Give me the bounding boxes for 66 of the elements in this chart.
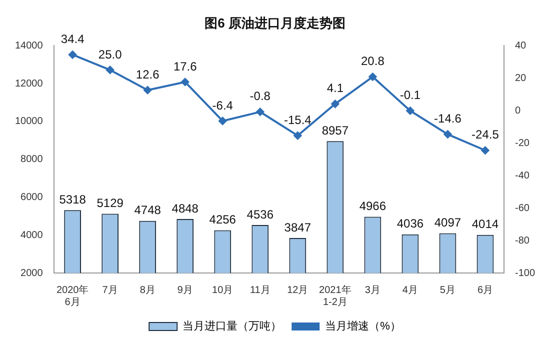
data-label: 34.4 — [60, 32, 85, 46]
y2-tick-label: -80 — [514, 235, 530, 246]
data-label: 8957 — [322, 123, 349, 138]
x-tick-label: 7月 — [102, 284, 118, 296]
legend-label: 当月增速（%） — [325, 320, 401, 333]
x-tick-label: 8月 — [140, 284, 156, 296]
y2-tick-label: -40 — [514, 170, 530, 182]
data-label: 4036 — [396, 216, 424, 231]
point — [368, 72, 377, 81]
point — [68, 50, 77, 59]
point — [406, 106, 414, 115]
point — [294, 132, 302, 140]
data-label: 4014 — [472, 217, 499, 232]
point — [331, 100, 340, 108]
y-tick-label: 14000 — [14, 40, 44, 52]
point — [144, 86, 152, 94]
y2-tick-label: -60 — [514, 202, 530, 214]
x-tick-label: 11月 — [250, 284, 270, 296]
y2-tick-label: 20 — [514, 72, 527, 84]
data-label: 4748 — [134, 203, 162, 218]
y-tick-label: 10000 — [14, 116, 44, 128]
data-label: 5129 — [96, 196, 124, 210]
chart-title: 图6 原油进口月度走势图 — [204, 15, 346, 30]
data-label: -0.1 — [400, 88, 421, 102]
point — [181, 78, 190, 86]
y2-tick-label: -100 — [514, 268, 536, 279]
x-tick-label: 12月 — [287, 284, 308, 296]
data-label: -24.5 — [472, 128, 500, 142]
y2-tick-label: 40 — [514, 40, 527, 52]
y2-tick-label: -20 — [514, 138, 530, 149]
y-tick-label: 8000 — [20, 154, 44, 166]
x-tick-label: 3月 — [364, 284, 380, 296]
y2-tick-label: 0 — [514, 105, 521, 116]
y-tick-label: 12000 — [14, 78, 44, 90]
legend-label: 当月进口量（万吨） — [182, 320, 282, 333]
y-tick-label: 2000 — [20, 268, 44, 279]
data-label: -0.8 — [250, 89, 271, 104]
data-label: 17.6 — [173, 59, 198, 74]
x-tick-label: 6月 — [477, 284, 494, 296]
data-label: 4097 — [434, 216, 462, 230]
data-label: 3847 — [284, 220, 312, 234]
x-tick-label: 4月 — [402, 284, 418, 296]
data-label: -6.4 — [212, 98, 234, 112]
point — [481, 146, 490, 154]
point — [444, 130, 452, 138]
data-label: -15.4 — [284, 112, 312, 127]
x-tick-label: 10月 — [212, 284, 234, 296]
data-label: 4256 — [209, 212, 236, 227]
data-label: 4848 — [172, 201, 199, 216]
data-label: -14.6 — [434, 112, 462, 126]
y-tick-label: 6000 — [20, 192, 44, 203]
data-label: 12.6 — [136, 67, 160, 82]
data-label: 4.1 — [326, 81, 344, 96]
x-tick-label: 5月 — [440, 284, 456, 296]
point — [218, 116, 227, 125]
x-tick-label: 2020年 6月 — [56, 284, 89, 308]
data-label: 4536 — [246, 207, 274, 222]
point — [256, 108, 264, 116]
data-label: 4966 — [359, 199, 386, 214]
x-tick-label: 2021年 1-2月 — [319, 284, 352, 308]
data-label: 20.8 — [361, 54, 385, 68]
point — [106, 66, 114, 74]
x-tick-label: 9月 — [177, 284, 193, 296]
data-label: 5318 — [59, 192, 86, 206]
data-label: 25.0 — [98, 47, 122, 62]
y-tick-label: 4000 — [20, 230, 44, 241]
